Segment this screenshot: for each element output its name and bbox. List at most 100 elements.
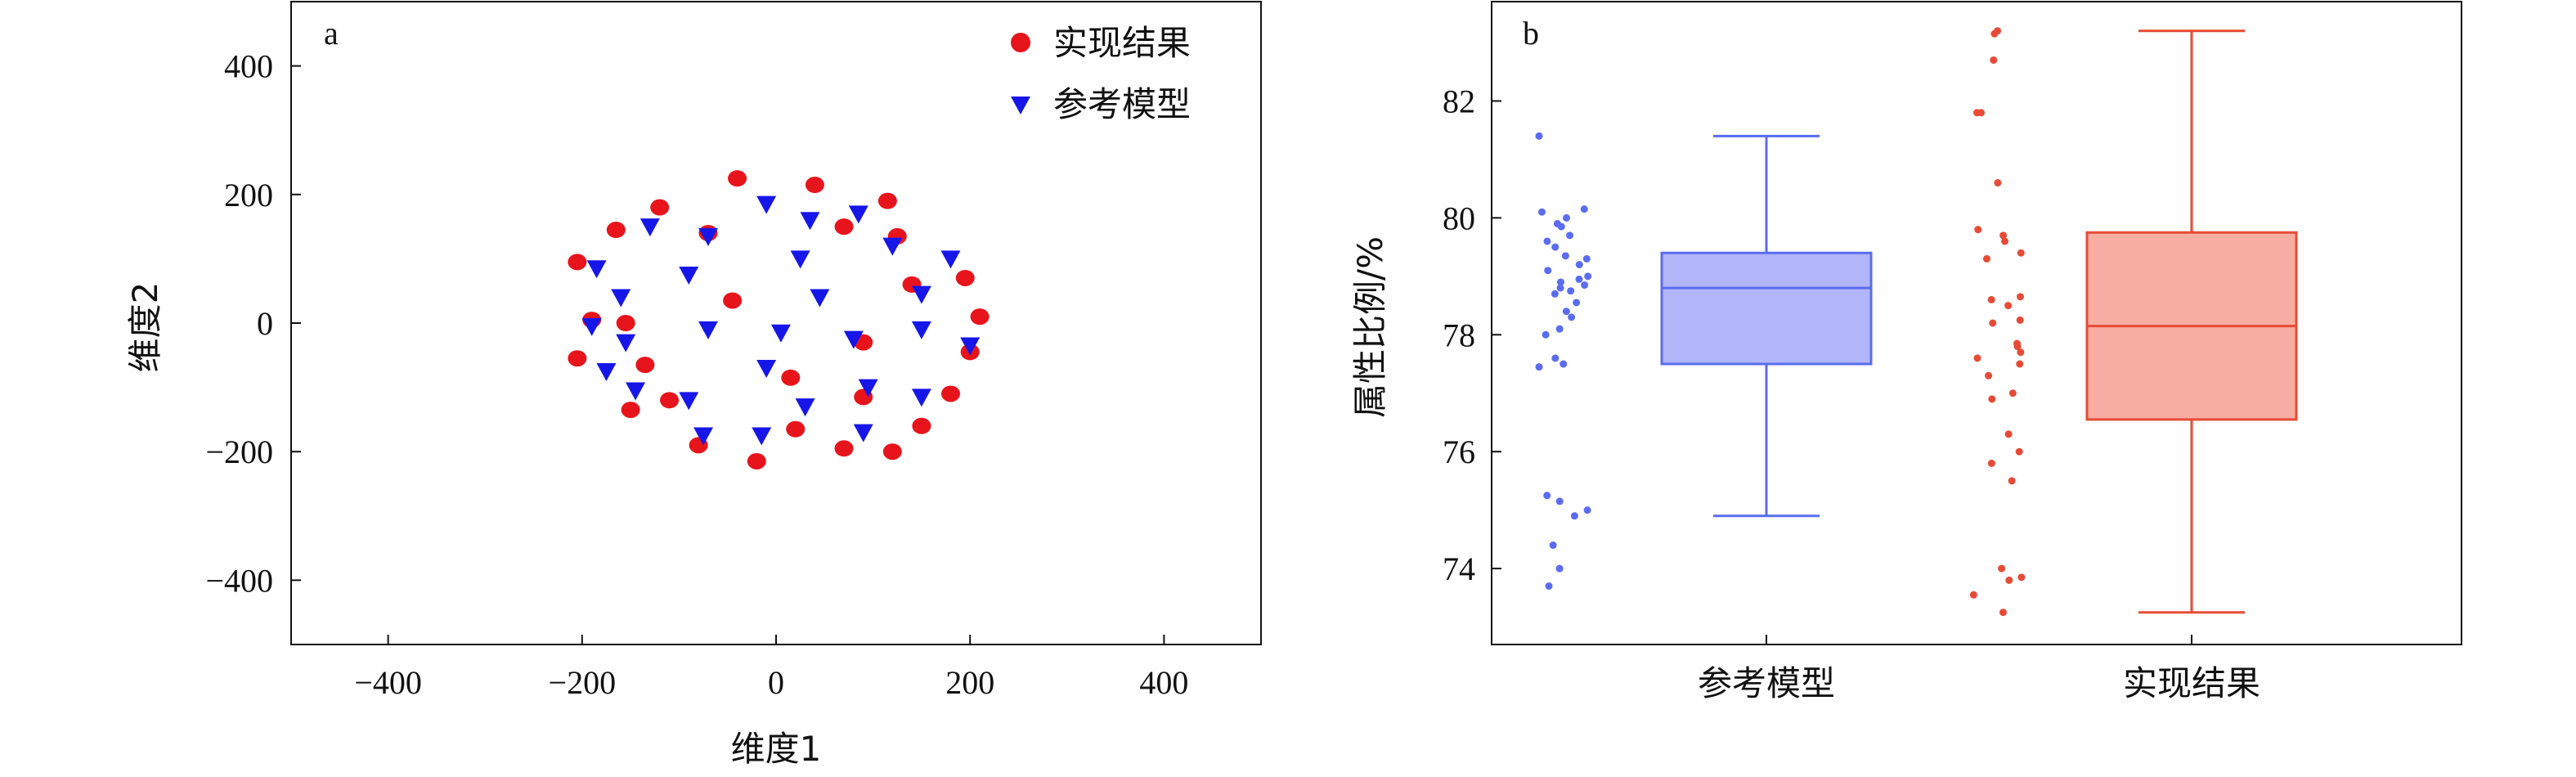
scatter-point-circle bbox=[877, 192, 897, 209]
jitter-point bbox=[1551, 354, 1560, 362]
scatter-point-circle bbox=[970, 308, 990, 326]
jitter-point bbox=[1987, 295, 1995, 303]
jitter-point bbox=[2017, 293, 2025, 301]
scatter-point-triangle bbox=[640, 218, 660, 237]
panel-a-points bbox=[568, 170, 990, 469]
jitter-point bbox=[1999, 231, 2008, 240]
legend-marker-triangle bbox=[1011, 97, 1030, 115]
scatter-point-circle bbox=[786, 420, 806, 438]
jitter-point bbox=[1555, 564, 1564, 573]
jitter-point bbox=[1562, 308, 1570, 316]
x-tick-label: 400 bbox=[1139, 664, 1188, 701]
jitter-point bbox=[1568, 313, 1576, 321]
jitter-point bbox=[1973, 109, 1981, 117]
scatter-point-triangle bbox=[911, 285, 931, 304]
panel-a-y-axis: −400 −200 0 200 400 bbox=[205, 48, 301, 599]
jitter-point bbox=[1543, 237, 1551, 245]
jitter-point bbox=[1990, 29, 1999, 38]
scatter-point-circle bbox=[568, 254, 587, 271]
scatter-point-circle bbox=[912, 417, 931, 434]
y-tick-label: 80 bbox=[1443, 200, 1475, 236]
scatter-point-triangle bbox=[693, 427, 714, 446]
scatter-point-triangle bbox=[911, 388, 931, 407]
jitter-point bbox=[1544, 267, 1552, 275]
jitter-point bbox=[2005, 576, 2013, 584]
jitter-point bbox=[1573, 299, 1581, 307]
jitter-point bbox=[2017, 249, 2025, 257]
legend-marker-circle bbox=[1011, 33, 1030, 52]
panel-b-x-axis: 参考模型 实现结果 bbox=[1698, 635, 2260, 703]
scatter-point-triangle bbox=[843, 330, 864, 349]
jitter-point bbox=[1555, 325, 1564, 333]
panel-a-x-axis-title: 维度1 bbox=[731, 729, 822, 769]
x-tick-label: 0 bbox=[768, 664, 784, 701]
jitter-point bbox=[1974, 226, 1982, 234]
jitter-point bbox=[1973, 354, 1981, 362]
y-tick-label: −400 bbox=[205, 562, 273, 599]
jitter-point bbox=[1549, 541, 1557, 550]
jitter-point bbox=[1998, 564, 2006, 573]
jitter-point bbox=[1987, 459, 1995, 467]
jitter-point bbox=[2016, 360, 2024, 368]
scatter-point-triangle bbox=[611, 289, 631, 308]
scatter-point-triangle bbox=[586, 260, 607, 279]
scatter-point-circle bbox=[940, 385, 960, 402]
jitter-point bbox=[1570, 512, 1578, 520]
scatter-point-circle bbox=[834, 218, 854, 236]
jitter-point bbox=[1582, 254, 1591, 263]
jitter-point bbox=[1562, 213, 1570, 222]
scatter-point-triangle bbox=[616, 334, 636, 353]
jitter-point bbox=[1990, 56, 1998, 64]
jitter-point bbox=[1584, 272, 1592, 281]
y-tick-label: 74 bbox=[1443, 550, 1475, 587]
jitter-point bbox=[1583, 506, 1591, 514]
scatter-point-triangle bbox=[795, 398, 815, 417]
box-iqr bbox=[1660, 251, 1873, 366]
scatter-point-circle bbox=[650, 199, 670, 216]
scatter-point-triangle bbox=[770, 324, 791, 343]
scatter-point-triangle bbox=[698, 321, 718, 339]
jitter-point bbox=[1542, 330, 1550, 339]
scatter-point-triangle bbox=[679, 267, 699, 285]
scatter-point-triangle bbox=[810, 289, 830, 308]
jitter-point bbox=[1580, 205, 1588, 213]
scatter-point-triangle bbox=[698, 227, 718, 246]
jitter-point bbox=[1537, 208, 1546, 216]
jitter-point bbox=[2013, 343, 2022, 351]
x-tick-label: 实现结果 bbox=[2123, 663, 2260, 703]
jitter-point bbox=[1545, 582, 1553, 591]
scatter-point-triangle bbox=[858, 379, 878, 397]
scatter-point-circle bbox=[616, 315, 635, 331]
jitter-point bbox=[2016, 316, 2024, 324]
jitter-point bbox=[1561, 252, 1569, 260]
panel-b-y-axis: 74 76 78 80 82 bbox=[1443, 83, 1501, 587]
panel-b-label: b bbox=[1523, 15, 1539, 52]
jitter-point bbox=[1989, 319, 1997, 327]
scatter-point-triangle bbox=[940, 250, 961, 269]
scatter-point-circle bbox=[747, 452, 766, 469]
panel-a-y-axis-title: 维度2 bbox=[125, 282, 165, 373]
legend-label-shixian: 实现结果 bbox=[1053, 23, 1191, 63]
jitter-point bbox=[1557, 278, 1565, 286]
scatter-point-circle bbox=[728, 170, 747, 187]
jitter-point bbox=[2017, 573, 2026, 582]
x-tick-label: −400 bbox=[354, 664, 422, 701]
jitter-point bbox=[1982, 254, 1990, 263]
jitter-point bbox=[1555, 497, 1564, 505]
y-tick-label: 400 bbox=[224, 48, 273, 85]
scatter-point-triangle bbox=[756, 195, 777, 214]
y-tick-label: 0 bbox=[257, 305, 273, 342]
jitter-point bbox=[2001, 237, 2009, 245]
scatter-point-triangle bbox=[911, 321, 931, 339]
scatter-point-circle bbox=[723, 292, 743, 309]
y-tick-label: 78 bbox=[1443, 317, 1475, 353]
jitter-point bbox=[2008, 477, 2016, 485]
legend-label-cankao: 参考模型 bbox=[1053, 84, 1191, 124]
jitter-point bbox=[2015, 447, 2023, 456]
jitter-point bbox=[2004, 430, 2013, 438]
jitter-point bbox=[1557, 222, 1565, 231]
jitter-point bbox=[1560, 360, 1568, 368]
scatter-point-circle bbox=[781, 369, 801, 386]
scatter-point-triangle bbox=[679, 392, 699, 411]
